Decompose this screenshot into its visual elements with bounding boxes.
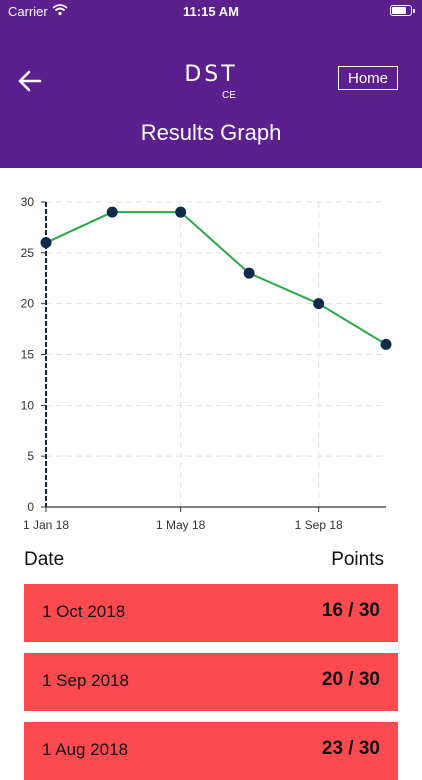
result-points: 16 / 30 <box>321 600 380 621</box>
home-button[interactable]: Home <box>338 66 398 90</box>
logo-text: DST <box>184 62 238 87</box>
result-row[interactable]: 1 Sep 2018 20 / 30 <box>24 653 398 711</box>
series-line <box>45 211 387 346</box>
clock: 11:15 AM <box>183 4 239 19</box>
x-tick-label: 1 Sep 18 <box>295 518 343 532</box>
result-points: 20 / 30 <box>321 669 380 690</box>
y-tick-label: 10 <box>21 398 35 412</box>
battery-icon <box>390 5 415 16</box>
data-points <box>40 206 392 350</box>
y-tick-label: 30 <box>21 195 35 209</box>
data-point <box>106 206 118 218</box>
data-point <box>243 267 255 279</box>
y-tick-label: 15 <box>21 348 35 362</box>
carrier-label: Carrier <box>8 4 48 19</box>
ce-mark: CE <box>222 90 236 101</box>
y-axis-ticks: 0 5 10 15 20 25 30 <box>21 195 46 514</box>
y-tick-label: 0 <box>27 500 34 514</box>
wifi-icon <box>52 4 68 16</box>
x-tick-label: 1 May 18 <box>156 518 206 532</box>
chart-grid <box>46 201 386 507</box>
battery-level <box>392 7 407 14</box>
results-table-header: Date Points <box>24 549 384 573</box>
result-row[interactable]: 1 Aug 2018 23 / 30 <box>24 722 398 780</box>
points-column-header: Points <box>331 549 384 570</box>
result-date: 1 Sep 2018 <box>42 671 129 690</box>
result-row[interactable]: 1 Oct 2018 16 / 30 <box>24 584 398 642</box>
status-bar: Carrier 11:15 AM <box>0 0 422 22</box>
dst-logo: DST CE <box>0 62 422 101</box>
result-points: 23 / 30 <box>321 738 380 759</box>
result-date: 1 Oct 2018 <box>42 602 126 621</box>
data-point <box>175 206 187 218</box>
back-arrow-icon[interactable] <box>16 66 46 96</box>
x-axis-ticks: 1 Jan 18 1 May 18 1 Sep 18 <box>23 507 343 532</box>
data-point <box>313 298 325 310</box>
y-tick-label: 25 <box>21 246 35 260</box>
date-column-header: Date <box>24 549 65 570</box>
results-line-chart: 0 5 10 15 20 25 30 1 Jan 18 1 May 18 1 Sep 18 <box>21 195 392 532</box>
data-point <box>380 338 392 350</box>
x-tick-label: 1 Jan 18 <box>23 518 69 532</box>
page-title: Results Graph <box>140 120 282 145</box>
result-date: 1 Aug 2018 <box>42 740 129 759</box>
y-tick-label: 5 <box>27 449 34 463</box>
app-header: Carrier 11:15 AM DST CE Home Results Gra… <box>0 0 422 168</box>
y-tick-label: 20 <box>21 297 35 311</box>
data-point <box>40 237 52 249</box>
